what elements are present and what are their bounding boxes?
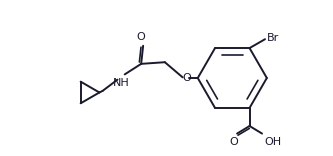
Text: Br: Br [267,33,280,43]
Text: O: O [182,73,191,83]
Text: NH: NH [113,78,130,88]
Text: OH: OH [264,136,281,146]
Text: O: O [230,137,238,147]
Text: O: O [137,32,146,42]
